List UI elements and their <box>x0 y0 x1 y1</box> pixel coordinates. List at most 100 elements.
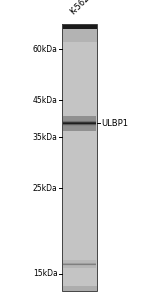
Bar <box>62 225 97 226</box>
Bar <box>62 112 97 113</box>
Bar <box>62 89 97 90</box>
Bar <box>62 279 97 280</box>
Bar <box>62 248 97 249</box>
Bar <box>62 170 97 171</box>
Bar <box>62 109 97 110</box>
Bar <box>62 119 97 120</box>
Bar <box>62 103 97 104</box>
Bar <box>62 44 97 45</box>
Bar <box>62 121 97 122</box>
Text: 45kDa: 45kDa <box>33 96 58 105</box>
Bar <box>62 221 97 223</box>
Bar <box>62 110 97 111</box>
Bar <box>62 178 97 179</box>
Bar <box>62 243 97 244</box>
Bar <box>62 196 97 197</box>
Bar <box>62 282 97 283</box>
Bar <box>62 239 97 240</box>
Bar <box>62 101 97 102</box>
Bar <box>63 129 96 130</box>
Bar <box>62 262 97 263</box>
Bar <box>62 52 97 53</box>
Bar <box>62 65 97 67</box>
Bar <box>62 120 97 121</box>
Bar <box>63 129 96 130</box>
Bar <box>62 169 97 170</box>
Bar <box>62 212 97 214</box>
Bar <box>62 280 97 281</box>
Bar <box>62 140 97 142</box>
Bar <box>62 35 97 37</box>
Bar <box>62 78 97 79</box>
Bar <box>62 36 97 38</box>
Bar <box>62 172 97 173</box>
Bar <box>62 206 97 207</box>
Bar <box>62 34 97 35</box>
Bar <box>62 64 97 65</box>
Bar <box>62 199 97 200</box>
Bar <box>62 277 97 278</box>
Bar <box>62 72 97 73</box>
Bar <box>62 70 97 71</box>
Bar <box>62 175 97 176</box>
Bar <box>62 202 97 203</box>
Bar <box>62 220 97 222</box>
Bar <box>62 154 97 155</box>
Bar <box>63 128 96 129</box>
Bar <box>62 49 97 50</box>
Bar <box>62 135 97 136</box>
Bar <box>62 97 97 98</box>
Bar <box>62 227 97 229</box>
Text: 35kDa: 35kDa <box>33 133 58 142</box>
Bar <box>62 90 97 91</box>
Bar <box>62 163 97 164</box>
Bar <box>62 138 97 139</box>
Bar <box>62 113 97 114</box>
Bar <box>62 151 97 152</box>
Bar <box>63 122 96 123</box>
Bar <box>63 122 96 123</box>
Bar <box>62 55 97 56</box>
Bar <box>62 217 97 218</box>
Bar <box>62 137 97 138</box>
Bar <box>62 183 97 184</box>
Bar <box>63 127 96 128</box>
Bar <box>63 117 96 118</box>
Bar <box>62 230 97 231</box>
Bar <box>62 130 97 131</box>
Bar <box>62 146 97 147</box>
Bar <box>62 56 97 57</box>
Bar <box>62 131 97 133</box>
Bar <box>62 153 97 154</box>
Bar <box>63 119 96 120</box>
Bar <box>62 28 97 29</box>
Bar <box>62 260 97 261</box>
Bar <box>62 114 97 115</box>
Bar <box>62 98 97 99</box>
Bar <box>62 125 97 126</box>
Bar <box>62 200 97 201</box>
Bar <box>62 216 97 217</box>
Bar <box>62 90 97 92</box>
Bar <box>62 95 97 96</box>
Bar <box>62 24 97 25</box>
Bar <box>63 117 96 118</box>
Bar <box>62 184 97 185</box>
Bar <box>62 198 97 199</box>
Bar <box>62 37 97 38</box>
Bar <box>62 271 97 272</box>
Bar <box>63 118 96 119</box>
Bar <box>62 34 97 36</box>
Bar <box>62 24 97 28</box>
Bar <box>62 266 97 267</box>
Bar <box>62 106 97 107</box>
Bar <box>62 133 97 134</box>
Bar <box>62 132 97 134</box>
Bar <box>62 57 97 58</box>
Bar <box>62 48 97 49</box>
Bar <box>62 162 97 163</box>
Bar <box>63 118 96 119</box>
Bar <box>62 167 97 168</box>
Bar <box>62 83 97 85</box>
Bar <box>62 252 97 253</box>
